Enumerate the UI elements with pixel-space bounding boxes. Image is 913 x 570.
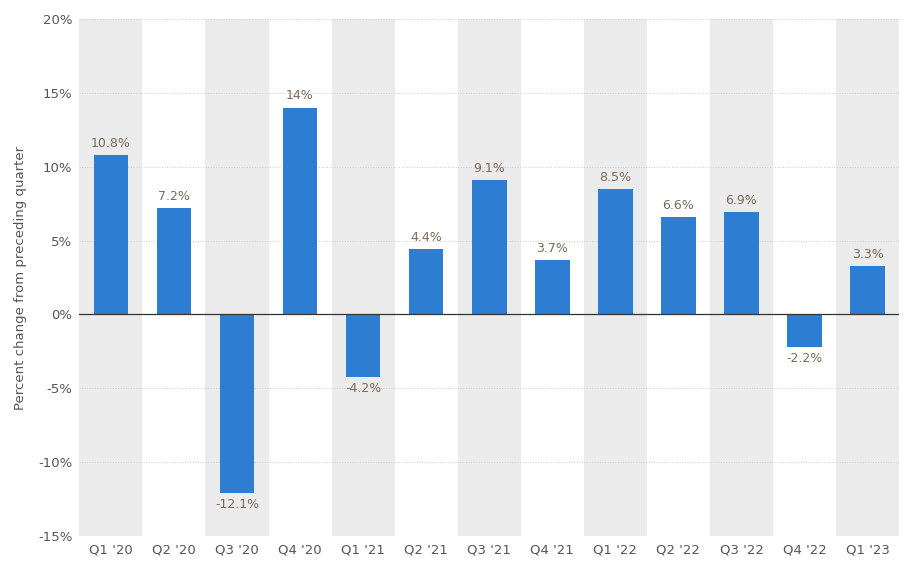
Bar	[93, 155, 128, 315]
Bar	[787, 315, 822, 347]
Bar	[79, 19, 142, 536]
Bar	[535, 260, 570, 315]
Text: 9.1%: 9.1%	[473, 162, 505, 175]
Bar	[583, 19, 647, 536]
Text: 6.6%: 6.6%	[663, 199, 694, 212]
Bar	[409, 250, 444, 315]
Y-axis label: Percent change from preceding quarter: Percent change from preceding quarter	[14, 145, 26, 410]
Bar	[220, 315, 255, 493]
Bar	[346, 315, 381, 377]
Bar	[457, 19, 520, 536]
Bar	[836, 19, 899, 536]
Text: 6.9%: 6.9%	[726, 194, 758, 207]
Bar	[472, 180, 507, 315]
Text: 14%: 14%	[286, 89, 314, 103]
Bar	[283, 108, 318, 315]
Bar	[661, 217, 696, 315]
Text: -12.1%: -12.1%	[215, 499, 259, 511]
Text: 3.3%: 3.3%	[852, 247, 884, 260]
Bar	[205, 19, 268, 536]
Text: 8.5%: 8.5%	[599, 170, 631, 184]
Text: 3.7%: 3.7%	[536, 242, 568, 255]
Bar	[850, 266, 885, 315]
Bar	[331, 19, 394, 536]
Bar	[598, 189, 633, 315]
Bar	[156, 208, 191, 315]
Text: 4.4%: 4.4%	[410, 231, 442, 245]
Bar	[724, 213, 759, 315]
Text: 7.2%: 7.2%	[158, 190, 190, 203]
Text: -4.2%: -4.2%	[345, 382, 382, 394]
Text: -2.2%: -2.2%	[786, 352, 823, 365]
Bar	[710, 19, 773, 536]
Text: 10.8%: 10.8%	[91, 137, 131, 150]
